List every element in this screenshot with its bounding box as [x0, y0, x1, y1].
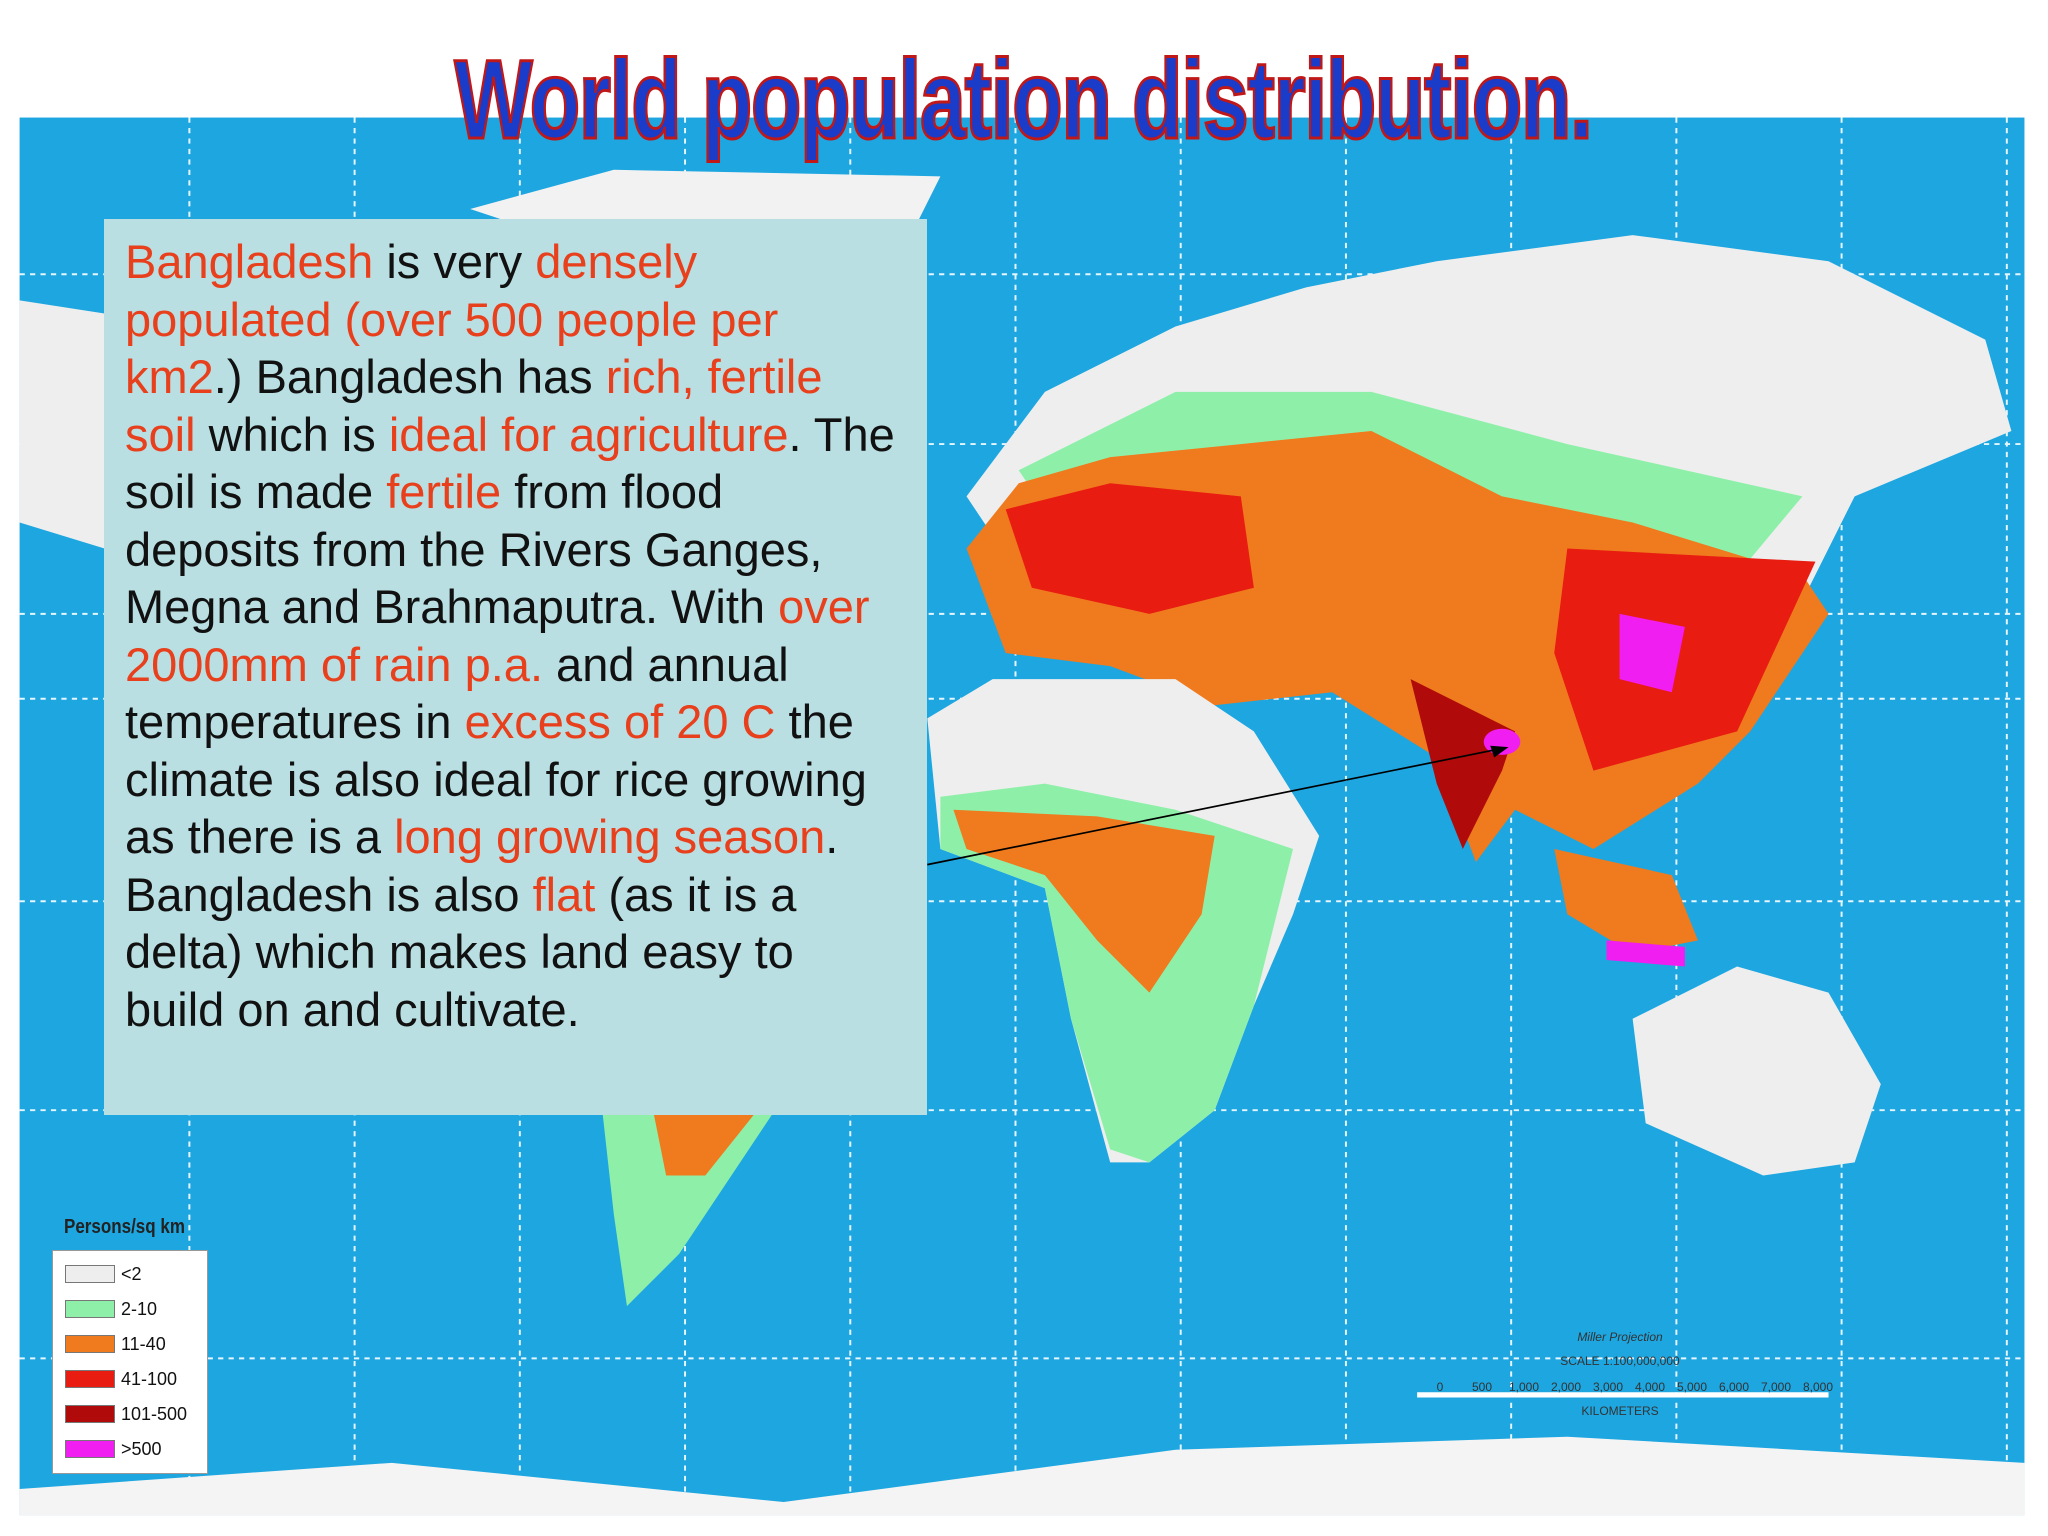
text-run: .) Bangladesh has — [213, 350, 606, 403]
legend-swatch — [65, 1405, 115, 1423]
legend-label: <2 — [121, 1263, 142, 1284]
text-run: (as it is a delta) which makes land easy… — [125, 867, 797, 1036]
text-run: from flood deposits from the Rivers Gang… — [125, 465, 823, 633]
antarctica — [19, 1436, 2025, 1516]
legend: <2 2-10 11-40 41-100 101-500 >500 — [52, 1250, 208, 1474]
africa-populated — [953, 809, 1215, 993]
legend-label: 11-40 — [121, 1333, 166, 1354]
legend-swatch — [65, 1440, 115, 1458]
text-run: fertile — [386, 465, 502, 518]
text-run: . Bangladesh is also — [125, 810, 839, 921]
india — [1410, 679, 1516, 849]
south-america — [600, 1097, 784, 1307]
scale-unit: KILOMETERS — [1581, 1404, 1659, 1418]
text-run: flat — [532, 867, 596, 921]
text-box: Bangladesh is very densely populated (ov… — [104, 219, 927, 1115]
scale-ratio: SCALE 1:100,000,000 — [1560, 1354, 1680, 1368]
scale-tick-label: 5,000 — [1676, 1380, 1708, 1394]
legend-item: <2 — [65, 1263, 142, 1285]
text-run: over 2000mm of rain p.a. — [125, 580, 870, 691]
text-run: which is — [195, 407, 389, 461]
china — [1554, 548, 1816, 771]
legend-item: 2-10 — [65, 1298, 157, 1320]
legend-label: 101-500 — [121, 1403, 188, 1424]
southeast-asia — [1554, 848, 1698, 954]
scale-tick-label: 2,000 — [1550, 1380, 1582, 1394]
scale-tick-label: 4,000 — [1634, 1380, 1666, 1394]
scale-tick-label: 6,000 — [1718, 1380, 1750, 1394]
south-america-populated — [653, 1110, 758, 1176]
scale-tick-label: 3,000 — [1592, 1380, 1624, 1394]
legend-item: 11-40 — [65, 1333, 166, 1355]
text-run: long growing season — [394, 810, 826, 863]
legend-label: 41-100 — [121, 1368, 178, 1389]
projection: Miller Projection — [1577, 1330, 1663, 1344]
text-run: densely populated (over 500 people per k… — [125, 235, 779, 403]
legend-swatch — [65, 1300, 115, 1318]
text-run: Bangladesh — [125, 235, 374, 288]
scale-tick-label: 1,000 — [1508, 1380, 1540, 1394]
europe-dense — [1005, 483, 1254, 614]
legend-title: Persons/sq km — [64, 1216, 185, 1238]
legend-swatch — [65, 1265, 115, 1283]
arrow-head — [1490, 745, 1509, 758]
australia — [1632, 966, 1881, 1176]
china-densest — [1619, 613, 1685, 693]
arrow-line — [927, 747, 1503, 866]
text-run: is very — [373, 235, 536, 288]
legend-item: 41-100 — [65, 1368, 177, 1390]
title: World population distribution. — [453, 36, 1594, 162]
legend-item: >500 — [65, 1438, 162, 1460]
text-run: excess of 20 C — [464, 695, 776, 748]
scale-tick-label: 0 — [1436, 1380, 1444, 1394]
legend-item: 101-500 — [65, 1403, 187, 1425]
text-run: the climate is also ideal for rice growi… — [125, 695, 867, 863]
legend-swatch — [65, 1335, 115, 1353]
text-run: and annual temperatures in — [125, 637, 789, 749]
north-america — [19, 300, 105, 549]
legend-label: >500 — [121, 1438, 162, 1459]
scale-tick-label: 8,000 — [1802, 1380, 1834, 1394]
legend-label: 2-10 — [121, 1298, 158, 1319]
legend-swatch — [65, 1370, 115, 1388]
greenland — [470, 169, 941, 236]
scale-tick-label: 7,000 — [1760, 1380, 1792, 1394]
java — [1606, 940, 1685, 967]
text-run: rich, fertile soil — [125, 350, 823, 461]
scale-tick-label: 500 — [1471, 1380, 1493, 1394]
text-run: ideal for agriculture — [388, 407, 789, 461]
text-run: . The soil is made — [125, 407, 895, 519]
